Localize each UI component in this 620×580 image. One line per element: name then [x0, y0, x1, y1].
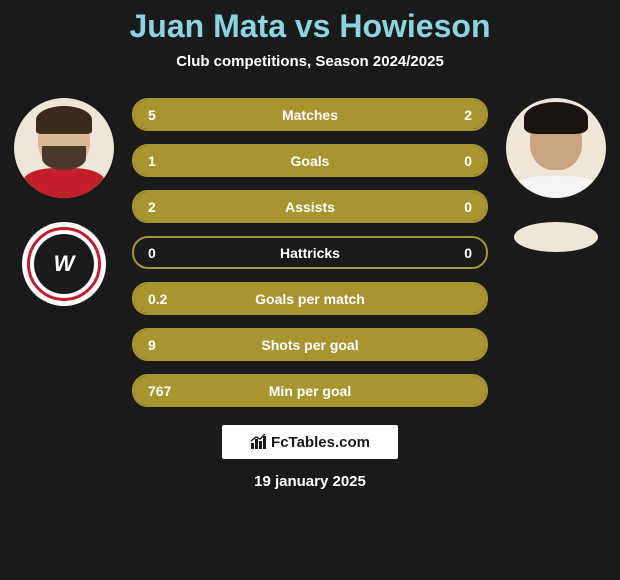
stat-value-left: 767: [134, 383, 184, 399]
stat-label: Matches: [184, 107, 436, 123]
player-right-club-placeholder: [514, 222, 598, 252]
stat-value-left: 2: [134, 199, 184, 215]
stat-row: 1Goals0: [132, 144, 488, 177]
stat-row: 0.2Goals per match: [132, 282, 488, 315]
stat-row: 9Shots per goal: [132, 328, 488, 361]
stat-value-left: 0: [134, 245, 184, 261]
player-right-avatar: [506, 98, 606, 198]
subtitle: Club competitions, Season 2024/2025: [0, 53, 620, 70]
right-side: [506, 98, 606, 252]
page-title: Juan Mata vs Howieson: [0, 8, 620, 45]
stat-label: Goals: [184, 153, 436, 169]
stat-label: Goals per match: [184, 291, 436, 307]
club-badge-text: W: [54, 251, 75, 277]
stat-row: 2Assists0: [132, 190, 488, 223]
left-side: W: [14, 98, 114, 306]
stat-value-left: 1: [134, 153, 184, 169]
stat-value-right: 0: [436, 245, 486, 261]
stat-label: Shots per goal: [184, 337, 436, 353]
stat-value-right: 0: [436, 153, 486, 169]
stat-label: Assists: [184, 199, 436, 215]
stat-row: 5Matches2: [132, 98, 488, 131]
stat-value-right: 2: [436, 107, 486, 123]
stat-row: 0Hattricks0: [132, 236, 488, 269]
bar-chart-icon: [250, 434, 268, 450]
stat-label: Min per goal: [184, 383, 436, 399]
stat-value-right: 0: [436, 199, 486, 215]
stats-column: 5Matches21Goals02Assists00Hattricks00.2G…: [132, 98, 488, 407]
stat-label: Hattricks: [184, 245, 436, 261]
brand-logo[interactable]: FcTables.com: [222, 425, 398, 459]
content-row: W 5Matches21Goals02Assists00Hattricks00.…: [0, 98, 620, 407]
comparison-widget: Juan Mata vs Howieson Club competitions,…: [0, 0, 620, 580]
stat-value-left: 0.2: [134, 291, 184, 307]
brand-logo-text: FcTables.com: [271, 434, 370, 451]
player-left-avatar: [14, 98, 114, 198]
stat-value-left: 9: [134, 337, 184, 353]
player-left-club-badge: W: [22, 222, 106, 306]
stat-value-left: 5: [134, 107, 184, 123]
stat-row: 767Min per goal: [132, 374, 488, 407]
date-text: 19 january 2025: [0, 473, 620, 490]
